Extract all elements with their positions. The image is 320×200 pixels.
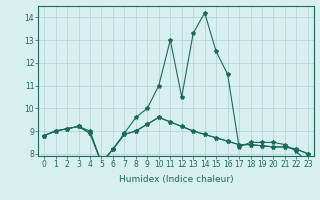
X-axis label: Humidex (Indice chaleur): Humidex (Indice chaleur) [119,175,233,184]
